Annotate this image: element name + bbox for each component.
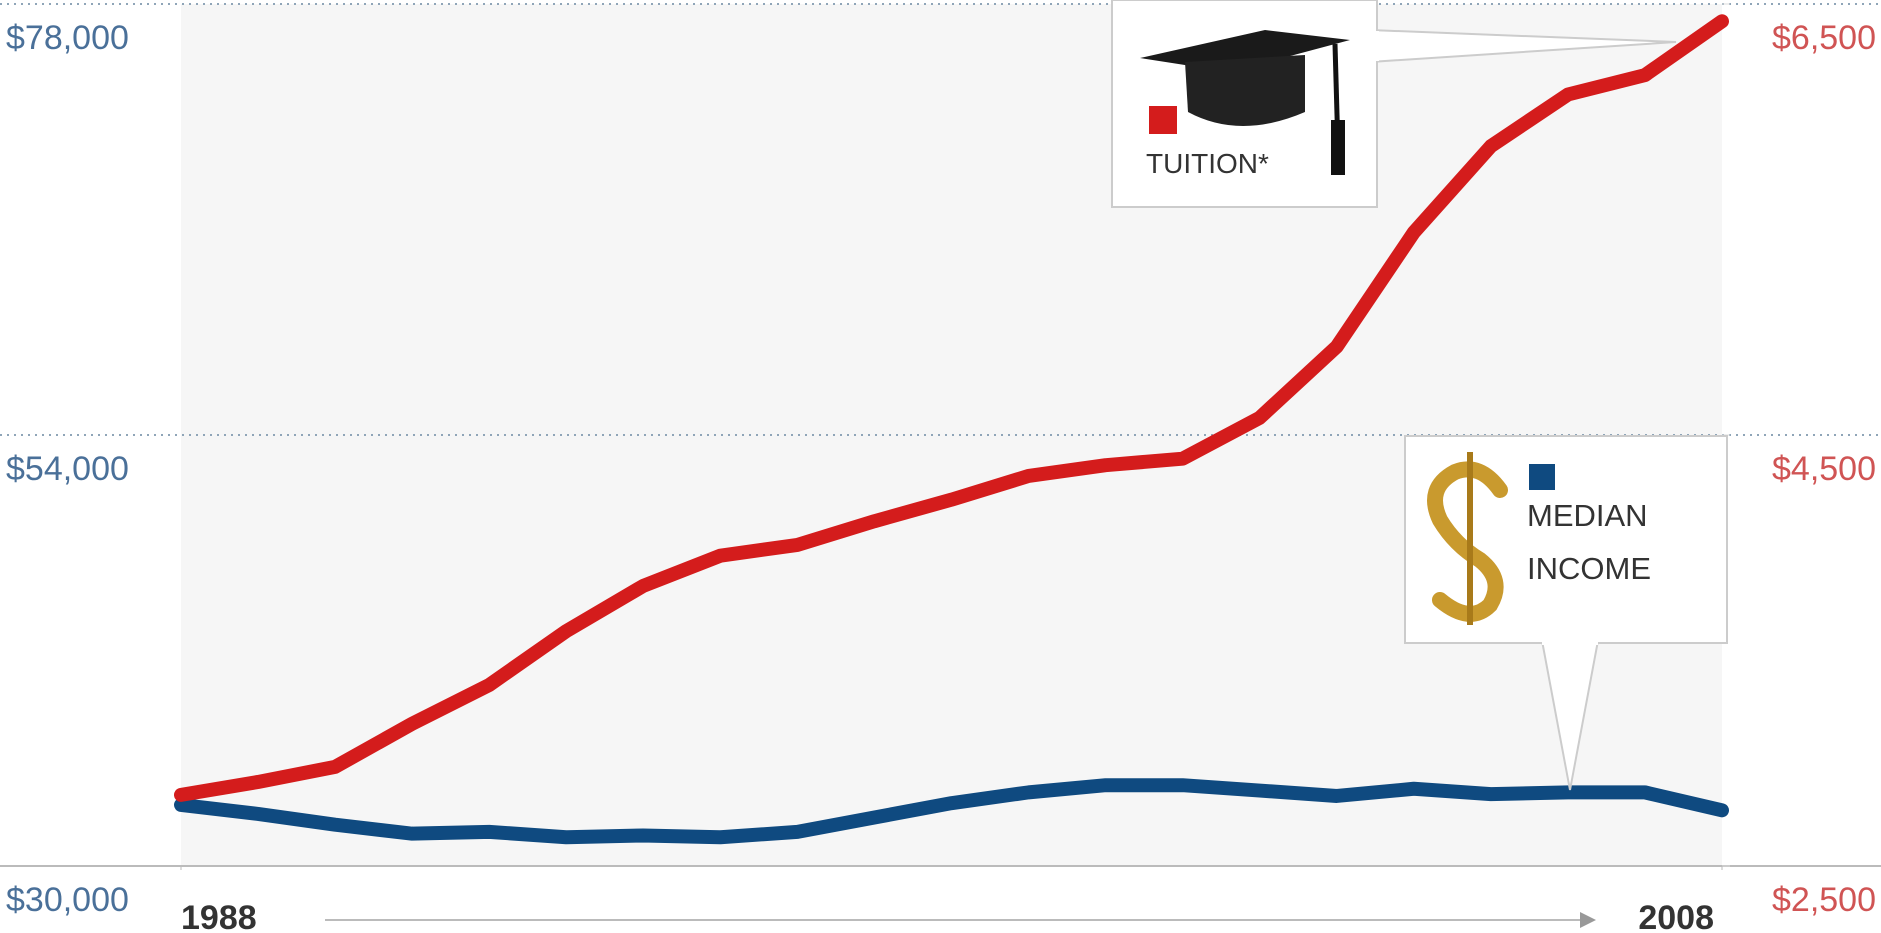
tuition-callout xyxy=(1111,0,1677,208)
y-tick-label: $78,000 xyxy=(6,19,129,57)
legend-label: TUITION* xyxy=(1146,148,1269,179)
series-line xyxy=(174,14,1729,802)
y2-tick-label: $6,500 xyxy=(1772,19,1876,57)
y2-tick-label: $4,500 xyxy=(1772,450,1876,488)
lines xyxy=(174,14,1729,845)
y2-tick-label: $2,500 xyxy=(1772,881,1876,919)
income-callout xyxy=(1404,435,1728,791)
x-tick-label: 2008 xyxy=(1638,899,1714,933)
series-line xyxy=(174,778,1729,845)
legend-swatch xyxy=(1529,464,1555,490)
x-tick-label: 1988 xyxy=(181,899,257,933)
legend-swatch xyxy=(1149,106,1177,134)
dollar-icon xyxy=(1427,452,1508,625)
y-tick-label: $54,000 xyxy=(6,450,129,488)
graduation-cap-icon xyxy=(1140,30,1350,175)
time-arrowhead xyxy=(1580,912,1596,928)
y-tick-label: $30,000 xyxy=(6,881,129,919)
callout-joint xyxy=(1542,635,1598,645)
legend-label: MEDIAN INCOME xyxy=(1527,498,1651,586)
callout-joint xyxy=(1369,31,1379,61)
